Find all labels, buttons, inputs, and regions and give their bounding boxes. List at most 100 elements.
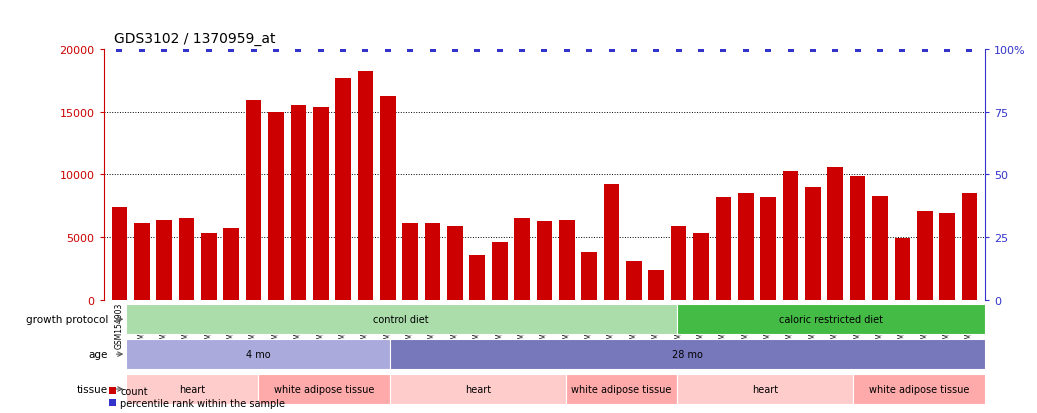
Text: white adipose tissue: white adipose tissue: [869, 384, 970, 394]
Point: [670, 46, 686, 53]
Bar: [112, 208, 128, 300]
Bar: [290, 106, 306, 300]
Point: [760, 46, 777, 53]
Bar: [783, 171, 798, 300]
Bar: [134, 224, 149, 300]
Bar: [425, 224, 441, 300]
Bar: [716, 197, 731, 300]
Bar: [258, 374, 390, 404]
Bar: [335, 78, 351, 300]
Bar: [125, 304, 677, 335]
Text: white adipose tissue: white adipose tissue: [571, 384, 672, 394]
Bar: [677, 304, 985, 335]
Text: age: age: [89, 349, 108, 359]
Bar: [390, 374, 566, 404]
Text: heart: heart: [752, 384, 778, 394]
Point: [290, 46, 307, 53]
Bar: [872, 196, 888, 300]
Bar: [648, 270, 664, 300]
Point: [849, 46, 866, 53]
Point: [134, 46, 150, 53]
Point: [380, 46, 396, 53]
Bar: [447, 226, 463, 300]
Bar: [390, 339, 985, 369]
Bar: [671, 226, 686, 300]
Bar: [604, 185, 619, 300]
Bar: [852, 374, 985, 404]
Point: [111, 46, 128, 53]
Bar: [693, 234, 709, 300]
Bar: [380, 97, 396, 300]
Point: [894, 46, 910, 53]
Text: control diet: control diet: [373, 314, 429, 325]
Point: [826, 46, 843, 53]
Text: tissue: tissue: [77, 384, 108, 394]
Bar: [849, 176, 866, 300]
Bar: [940, 214, 955, 300]
Bar: [246, 101, 261, 300]
Bar: [760, 197, 776, 300]
Bar: [157, 220, 172, 300]
Legend: count, percentile rank within the sample: count, percentile rank within the sample: [109, 386, 285, 408]
Text: growth protocol: growth protocol: [26, 314, 108, 325]
Bar: [313, 107, 329, 300]
Bar: [201, 234, 217, 300]
Bar: [402, 224, 418, 300]
Point: [178, 46, 195, 53]
Point: [737, 46, 754, 53]
Bar: [828, 167, 843, 300]
Text: heart: heart: [466, 384, 492, 394]
Point: [917, 46, 933, 53]
Point: [938, 46, 955, 53]
Point: [200, 46, 217, 53]
Bar: [582, 253, 597, 300]
Bar: [125, 339, 390, 369]
Bar: [536, 221, 553, 300]
Bar: [470, 255, 485, 300]
Bar: [917, 211, 932, 300]
Point: [625, 46, 642, 53]
Bar: [895, 239, 910, 300]
Point: [604, 46, 620, 53]
Bar: [566, 374, 676, 404]
Text: white adipose tissue: white adipose tissue: [274, 384, 374, 394]
Bar: [738, 194, 754, 300]
Point: [447, 46, 464, 53]
Bar: [358, 72, 373, 300]
Point: [492, 46, 508, 53]
Point: [716, 46, 732, 53]
Bar: [178, 219, 194, 300]
Point: [581, 46, 597, 53]
Bar: [626, 261, 642, 300]
Bar: [805, 188, 820, 300]
Text: 28 mo: 28 mo: [672, 349, 703, 359]
Point: [559, 46, 576, 53]
Point: [223, 46, 240, 53]
Bar: [269, 112, 284, 300]
Point: [246, 46, 262, 53]
Point: [513, 46, 530, 53]
Bar: [125, 374, 258, 404]
Bar: [492, 243, 507, 300]
Bar: [559, 220, 574, 300]
Bar: [677, 374, 852, 404]
Point: [469, 46, 485, 53]
Point: [312, 46, 329, 53]
Text: caloric restricted diet: caloric restricted diet: [779, 314, 882, 325]
Point: [782, 46, 798, 53]
Bar: [961, 194, 977, 300]
Point: [961, 46, 978, 53]
Text: 4 mo: 4 mo: [246, 349, 271, 359]
Point: [156, 46, 172, 53]
Bar: [514, 219, 530, 300]
Point: [872, 46, 889, 53]
Point: [268, 46, 284, 53]
Point: [424, 46, 441, 53]
Point: [335, 46, 352, 53]
Point: [536, 46, 553, 53]
Text: heart: heart: [178, 384, 205, 394]
Point: [357, 46, 373, 53]
Point: [402, 46, 419, 53]
Point: [648, 46, 665, 53]
Point: [693, 46, 709, 53]
